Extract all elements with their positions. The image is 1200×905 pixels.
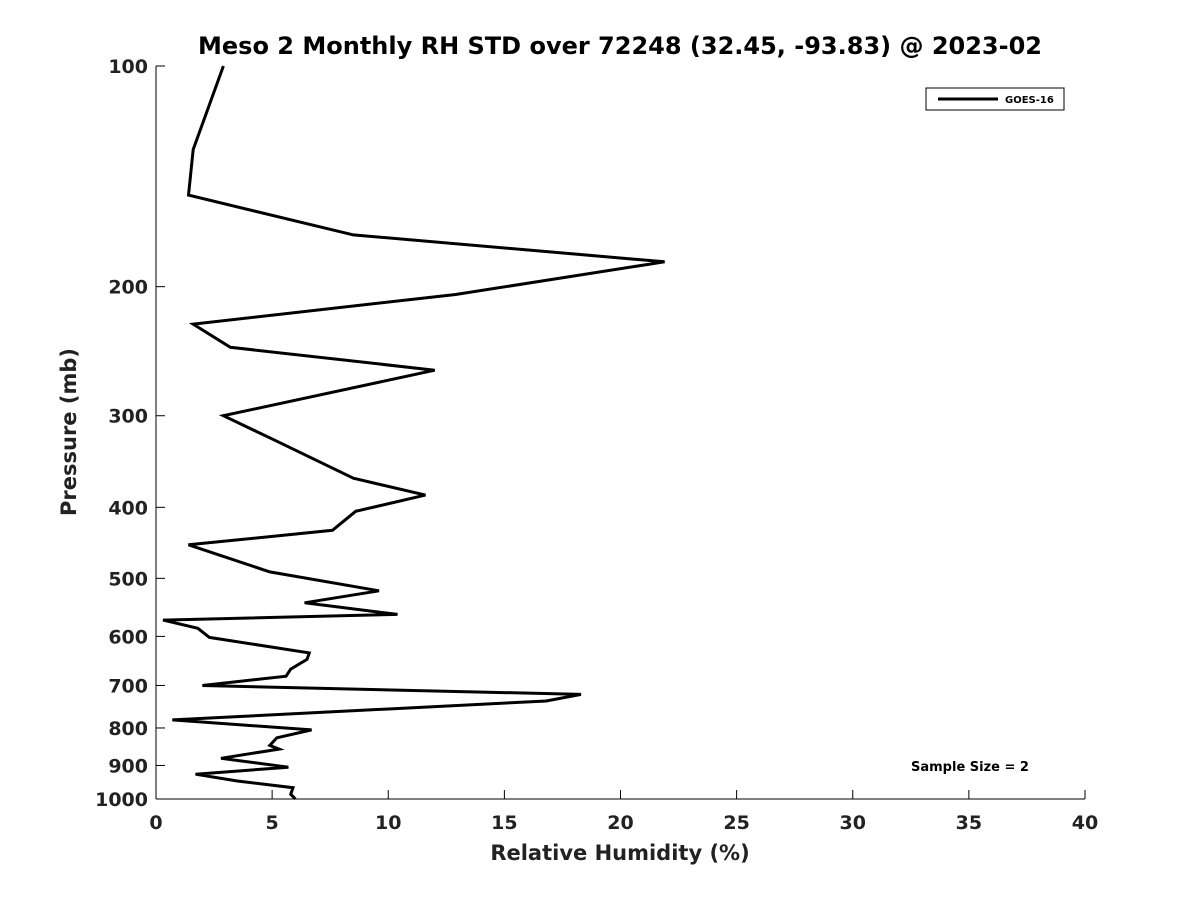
y-tick-label: 600 xyxy=(108,626,148,648)
y-tick-label: 200 xyxy=(108,277,148,299)
y-tick-label: 300 xyxy=(108,406,148,428)
x-axis-label: Relative Humidity (%) xyxy=(490,841,749,865)
y-tick-label: 500 xyxy=(108,568,148,590)
y-axis-label: Pressure (mb) xyxy=(57,348,81,516)
y-tick-label: 1000 xyxy=(95,789,148,811)
x-tick-label: 10 xyxy=(375,812,401,834)
series-line-goes-16 xyxy=(162,65,665,801)
y-tick-label: 900 xyxy=(108,755,148,777)
series-lines xyxy=(162,65,665,801)
y-tick-label: 400 xyxy=(108,497,148,519)
x-tick-label: 0 xyxy=(149,812,162,834)
y-tick-label: 800 xyxy=(108,718,148,740)
x-tick-label: 40 xyxy=(1072,812,1098,834)
y-tick-label: 700 xyxy=(108,675,148,697)
x-tick-label: 15 xyxy=(491,812,517,834)
x-axis-ticks: 0 5 10 15 20 25 30 35 40 xyxy=(149,790,1098,834)
chart-title: Meso 2 Monthly RH STD over 72248 (32.45,… xyxy=(198,32,1042,60)
sample-size-annotation: Sample Size = 2 xyxy=(911,760,1029,775)
legend: GOES-16 xyxy=(925,87,1065,111)
x-tick-label: 5 xyxy=(266,812,279,834)
x-tick-label: 25 xyxy=(723,812,749,834)
y-axis-ticks: 100 200 300 400 500 600 700 800 900 1000 xyxy=(95,56,165,811)
x-tick-label: 20 xyxy=(607,812,633,834)
x-tick-label: 30 xyxy=(840,812,866,834)
legend-label-goes-16: GOES-16 xyxy=(1005,95,1054,106)
y-tick-label: 100 xyxy=(108,56,148,78)
x-tick-label: 35 xyxy=(956,812,982,834)
